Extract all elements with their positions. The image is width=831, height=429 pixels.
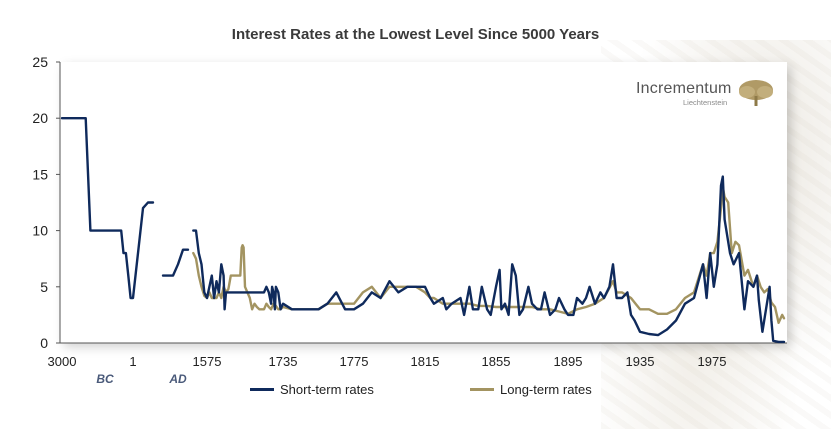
legend-label-long: Long-term rates <box>500 382 592 397</box>
short-term-line <box>60 117 155 300</box>
y-tick-label: 20 <box>32 110 48 126</box>
tree-icon <box>739 80 773 106</box>
y-tick-label: 15 <box>32 166 48 182</box>
legend-item-long: Long-term rates <box>470 382 592 397</box>
y-tick-label: 10 <box>32 223 48 239</box>
short-term-line <box>161 248 190 277</box>
x-tick-label: 1775 <box>340 354 369 369</box>
x-tick-label: 1735 <box>269 354 298 369</box>
era-label: AD <box>168 372 187 386</box>
x-tick-label: 1935 <box>626 354 655 369</box>
era-label: BC <box>96 372 114 386</box>
logo-word: Incrementum <box>636 80 732 97</box>
y-tick-label: 5 <box>40 279 48 295</box>
chart-legend: Short-term rates Long-term rates <box>0 382 831 402</box>
logo-subtitle: Liechtenstein <box>683 98 728 107</box>
short-term-line <box>192 175 786 344</box>
x-tick-label: 1575 <box>193 354 222 369</box>
x-tick-label: 1855 <box>482 354 511 369</box>
plot-area <box>60 62 787 343</box>
legend-label-short: Short-term rates <box>280 382 374 397</box>
chart-title: Interest Rates at the Lowest Level Since… <box>231 26 600 43</box>
x-tick-label: 1 <box>129 354 136 369</box>
y-tick-label: 25 <box>32 54 48 70</box>
x-tick-label: 3000 <box>48 354 77 369</box>
legend-swatch-short <box>250 388 274 391</box>
long-term-line <box>192 185 786 324</box>
y-tick-label: 0 <box>40 335 48 351</box>
incrementum-logo: Incrementum Liechtenstein <box>636 80 776 112</box>
x-tick-label: 1815 <box>411 354 440 369</box>
x-tick-label: 1895 <box>554 354 583 369</box>
legend-item-short: Short-term rates <box>250 382 374 397</box>
legend-swatch-long <box>470 388 494 391</box>
x-tick-label: 1975 <box>698 354 727 369</box>
